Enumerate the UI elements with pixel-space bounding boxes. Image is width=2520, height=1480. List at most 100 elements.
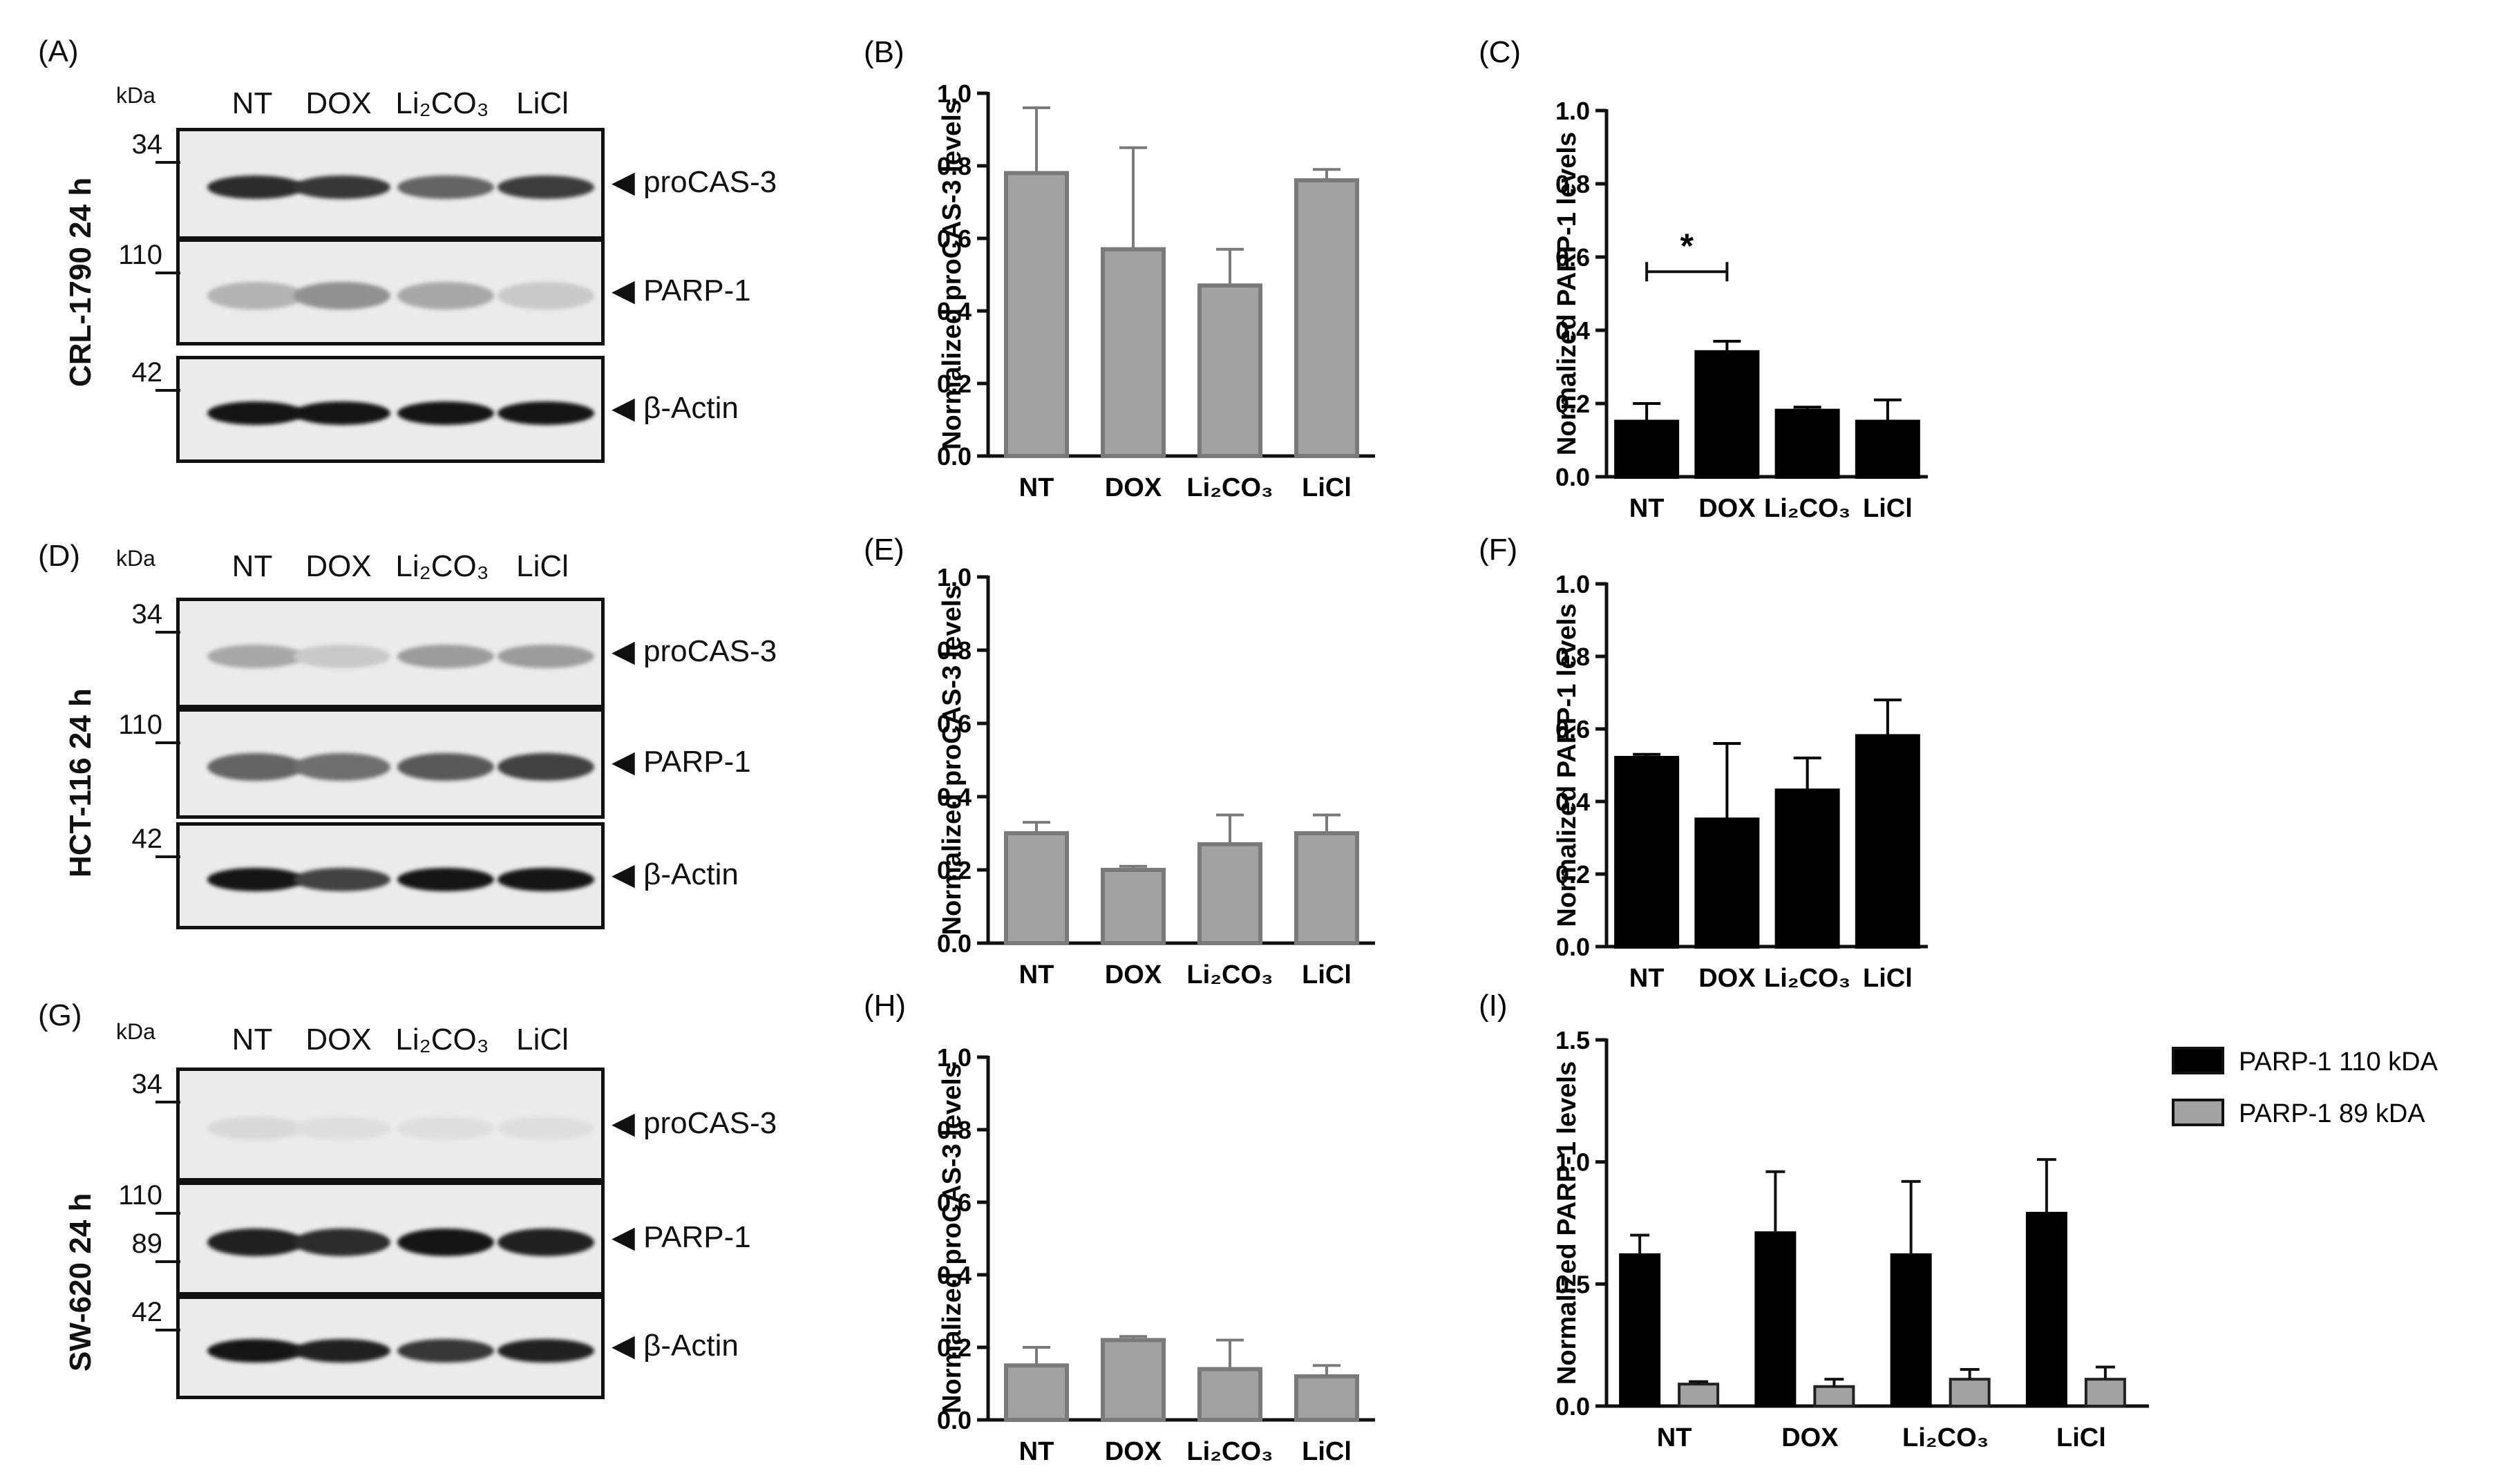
y-tick-label: 0.8 <box>937 1116 972 1144</box>
blot-band <box>294 867 390 891</box>
bar <box>1855 734 1920 949</box>
y-tick-label: 0.6 <box>937 225 972 253</box>
bar <box>1614 756 1680 949</box>
blot-band <box>498 1116 594 1140</box>
blot-band <box>397 753 494 781</box>
mw-tick <box>155 161 180 164</box>
blot-band <box>498 867 594 891</box>
mw-tick <box>155 631 180 634</box>
mw-tick <box>155 272 180 274</box>
x-tick-label: LiCl <box>1863 964 1913 993</box>
y-tick-label: 1.0 <box>1555 97 1590 125</box>
mw-tick <box>155 741 180 744</box>
panel-label: (I) <box>1479 989 1508 1023</box>
bar <box>2084 1378 2126 1407</box>
bar <box>1004 1363 1069 1422</box>
blot-band <box>498 753 594 781</box>
y-tick-label: 0.4 <box>1555 788 1590 816</box>
bar <box>1101 868 1166 945</box>
y-axis-label: Normalized proCAS-3 levels <box>938 585 967 936</box>
blot-strip <box>176 708 605 819</box>
target-label: ◀ β-Actin <box>612 390 739 425</box>
x-tick-label: NT <box>1629 494 1665 523</box>
y-tick-label: 1.0 <box>937 79 972 108</box>
y-tick-label: 0.4 <box>937 297 972 325</box>
x-tick-label: LiCl <box>1863 494 1913 523</box>
blot-band <box>294 281 390 310</box>
blot-band <box>397 1116 494 1140</box>
bar <box>1813 1385 1855 1407</box>
mw-tick <box>155 855 180 858</box>
bar <box>1774 408 1840 479</box>
y-tick-label: 1.5 <box>1555 1026 1590 1054</box>
panel-label: (A) <box>38 35 79 68</box>
x-tick-label: NT <box>1629 964 1665 993</box>
panel-label: (G) <box>38 998 82 1032</box>
blot-band <box>397 401 494 425</box>
kda-label: kDa <box>116 1019 155 1044</box>
blot-band <box>294 753 390 781</box>
panel-label: (F) <box>1479 533 1517 567</box>
mw-tick <box>155 1212 180 1215</box>
blot-band <box>207 645 304 668</box>
blot-band <box>207 175 304 199</box>
mw-marker: 34 <box>131 599 163 629</box>
panel-label: (H) <box>864 989 906 1023</box>
y-tick-label: 0.2 <box>1555 860 1590 889</box>
blot-strip <box>176 128 605 240</box>
blot-band <box>207 753 304 781</box>
y-tick-label: 0.2 <box>937 370 972 398</box>
mw-marker: 89 <box>131 1228 163 1259</box>
y-tick-label: 0.2 <box>1555 390 1590 418</box>
panel-label: (D) <box>38 539 81 573</box>
panel-label: (C) <box>1479 35 1521 69</box>
y-tick-label: 0.0 <box>1555 463 1590 491</box>
mw-marker: 34 <box>131 1069 163 1099</box>
y-tick-label: 0.0 <box>1555 933 1590 961</box>
mw-marker: 42 <box>131 824 163 854</box>
bar <box>1197 1367 1262 1422</box>
y-tick-label: 0.0 <box>937 929 972 958</box>
lane-label: LiCl <box>516 86 569 120</box>
bar <box>1694 350 1760 479</box>
blot-band <box>294 1339 390 1363</box>
y-tick-label: 0.6 <box>1555 243 1590 272</box>
y-tick-label: 0.2 <box>937 1334 972 1362</box>
x-tick-label: DOX <box>1105 960 1162 989</box>
y-tick-label: 0.0 <box>937 442 972 471</box>
x-tick-label: LiCl <box>1302 960 1352 989</box>
x-tick-label: NT <box>1019 960 1054 989</box>
lane-label: Li₂CO₃ <box>395 549 489 583</box>
panel-label: (B) <box>864 35 904 69</box>
lane-label: Li₂CO₃ <box>395 86 489 120</box>
bar <box>1754 1231 1797 1407</box>
lane-label: LiCl <box>516 549 569 583</box>
bar <box>1004 831 1069 945</box>
y-axis-label: Normalized proCAS-3 levels <box>938 1063 967 1414</box>
legend-swatch <box>2172 1099 2224 1126</box>
blot-band <box>207 1116 304 1140</box>
panel-label: (E) <box>864 533 904 567</box>
y-tick-label: 0.8 <box>937 636 972 665</box>
legend-label: PARP-1 110 kDA <box>2239 1047 2438 1076</box>
kda-label: kDa <box>116 546 155 571</box>
lane-label: Li₂CO₃ <box>395 1023 489 1056</box>
target-label: ◀ proCAS-3 <box>612 165 777 199</box>
y-tick-label: 0.6 <box>1555 715 1590 743</box>
y-axis-label: Normalized PARP-1 levels <box>1553 1061 1582 1385</box>
bar <box>2025 1211 2067 1408</box>
blot-band <box>294 1116 390 1140</box>
y-tick-label: 0.4 <box>937 1261 972 1289</box>
blot-band <box>207 1228 304 1256</box>
blot-strip <box>176 1182 605 1296</box>
lane-label: LiCl <box>516 1023 569 1056</box>
x-tick-label: DOX <box>1698 494 1756 523</box>
blot-band <box>498 1228 594 1256</box>
mw-tick <box>155 389 180 392</box>
bar <box>1774 788 1840 949</box>
y-tick-label: 0.4 <box>937 783 972 811</box>
y-tick-label: 0.2 <box>937 856 972 884</box>
y-tick-label: 0.8 <box>1555 643 1590 671</box>
bar <box>1294 831 1359 945</box>
